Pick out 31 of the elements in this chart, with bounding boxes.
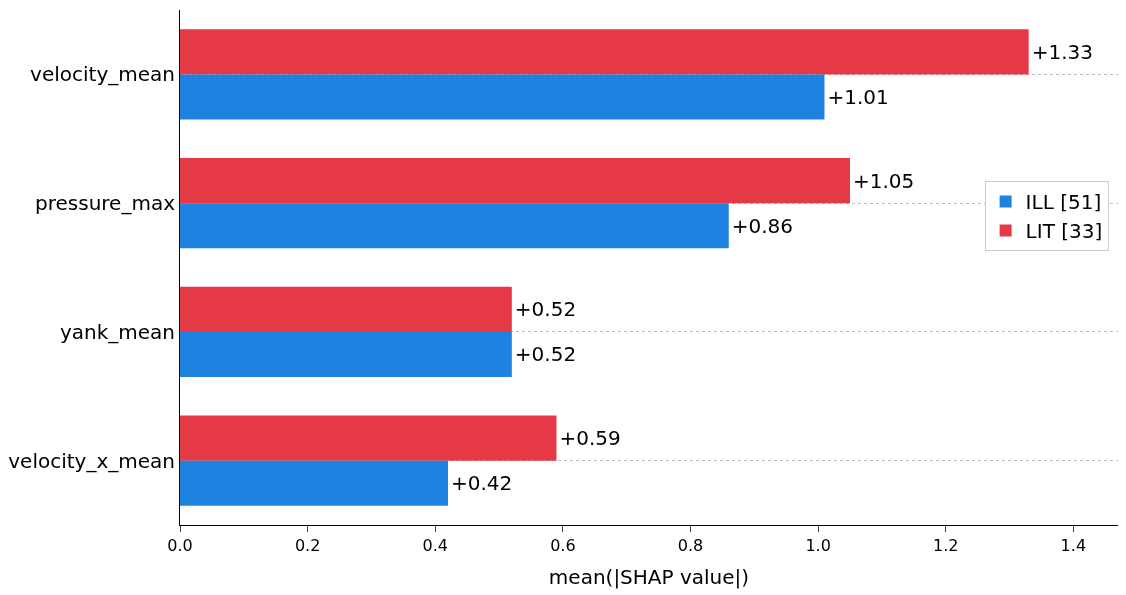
bar <box>180 331 512 377</box>
data-label: +1.33 <box>1031 39 1093 64</box>
y-tick-label: pressure_max <box>35 191 176 216</box>
y-tick-label: velocity_mean <box>30 62 175 87</box>
text: 1.2 <box>932 536 959 556</box>
bar <box>180 29 1029 75</box>
text: 0.2 <box>294 536 321 556</box>
y-tick-label: velocity_x_mean <box>8 448 175 473</box>
text: 0.4 <box>422 536 448 556</box>
text: 1.0 <box>805 536 831 556</box>
bar <box>180 158 850 204</box>
bar <box>180 460 448 506</box>
bar <box>180 74 825 120</box>
data-label: +0.59 <box>559 426 621 451</box>
data-label: +0.42 <box>451 471 513 496</box>
text: 0.0 <box>167 536 193 556</box>
data-label: +0.52 <box>514 342 577 367</box>
x-axis-title: mean(|SHAP value|) <box>548 564 750 589</box>
text: 1.4 <box>1060 536 1087 556</box>
bar <box>180 415 557 461</box>
text: 0.8 <box>677 536 704 556</box>
y-tick-label: yank_mean <box>59 319 175 344</box>
bar <box>180 286 512 332</box>
legend-label: ILL [51] <box>1025 190 1102 215</box>
bar <box>180 203 729 249</box>
text: 0.6 <box>550 536 576 556</box>
data-label: +1.01 <box>827 84 889 109</box>
data-label: +1.05 <box>853 168 915 193</box>
legend-label: LIT [33] <box>1025 219 1103 244</box>
data-label: +0.52 <box>514 297 577 322</box>
data-label: +0.86 <box>731 213 794 238</box>
